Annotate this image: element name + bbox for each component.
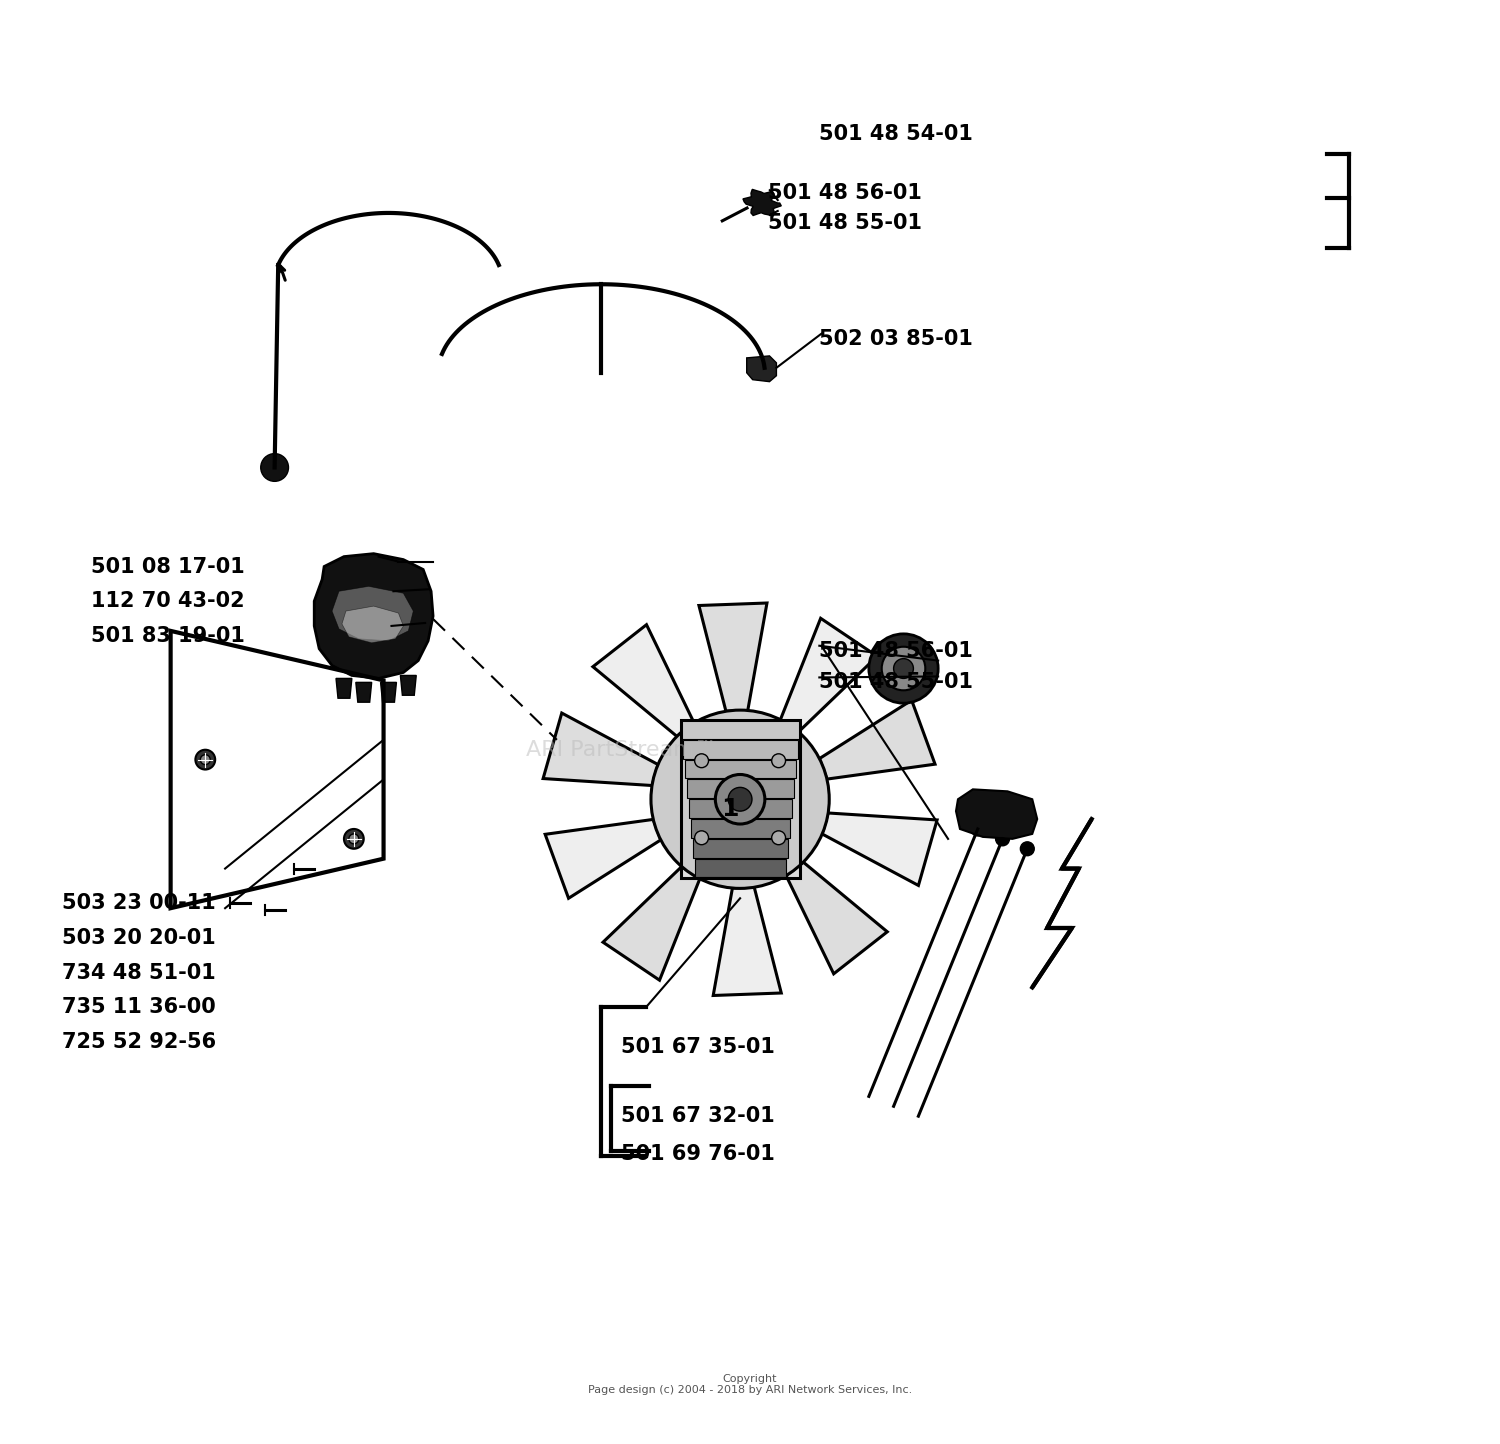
- Polygon shape: [400, 676, 416, 695]
- Polygon shape: [956, 790, 1036, 839]
- Circle shape: [868, 634, 938, 703]
- Text: 501 48 56-01: 501 48 56-01: [768, 183, 921, 204]
- Polygon shape: [681, 721, 800, 739]
- Polygon shape: [381, 683, 396, 702]
- Text: ARI PartStream™: ARI PartStream™: [526, 739, 717, 760]
- Polygon shape: [780, 618, 877, 732]
- Text: 1: 1: [722, 797, 740, 822]
- Circle shape: [261, 453, 288, 481]
- Circle shape: [651, 710, 830, 888]
- Circle shape: [694, 754, 708, 768]
- Circle shape: [344, 829, 364, 849]
- Circle shape: [1020, 842, 1034, 856]
- Polygon shape: [543, 713, 658, 786]
- Polygon shape: [747, 355, 777, 381]
- Polygon shape: [687, 780, 794, 799]
- Circle shape: [970, 822, 984, 836]
- Circle shape: [350, 835, 358, 843]
- Polygon shape: [336, 679, 352, 699]
- Circle shape: [882, 647, 926, 690]
- Polygon shape: [356, 683, 372, 702]
- Text: 501 48 56-01: 501 48 56-01: [819, 641, 974, 661]
- Polygon shape: [819, 700, 934, 780]
- Polygon shape: [544, 819, 662, 898]
- Circle shape: [201, 755, 210, 764]
- Circle shape: [195, 749, 214, 770]
- Polygon shape: [690, 819, 789, 838]
- Text: 501 67 32-01: 501 67 32-01: [621, 1106, 776, 1126]
- Circle shape: [728, 787, 752, 812]
- Text: 503 23 00-11: 503 23 00-11: [62, 894, 216, 914]
- Text: 501 67 35-01: 501 67 35-01: [621, 1037, 776, 1057]
- Polygon shape: [682, 739, 798, 758]
- Polygon shape: [603, 866, 700, 980]
- Circle shape: [694, 830, 708, 845]
- Text: 501 48 55-01: 501 48 55-01: [768, 212, 922, 232]
- Circle shape: [894, 658, 914, 679]
- Text: 501 48 54-01: 501 48 54-01: [819, 124, 974, 144]
- Polygon shape: [786, 862, 888, 973]
- Circle shape: [771, 830, 786, 845]
- Polygon shape: [314, 553, 434, 679]
- Text: 735 11 36-00: 735 11 36-00: [62, 998, 216, 1018]
- Polygon shape: [592, 625, 694, 736]
- Polygon shape: [688, 799, 792, 819]
- Polygon shape: [822, 813, 938, 885]
- Text: 112 70 43-02: 112 70 43-02: [92, 591, 244, 611]
- Polygon shape: [332, 586, 414, 641]
- Polygon shape: [693, 839, 788, 858]
- Polygon shape: [694, 859, 786, 878]
- Text: 502 03 85-01: 502 03 85-01: [819, 329, 974, 349]
- Text: 501 83 19-01: 501 83 19-01: [92, 625, 246, 645]
- Circle shape: [771, 754, 786, 768]
- Polygon shape: [742, 189, 782, 217]
- Text: 501 48 55-01: 501 48 55-01: [819, 673, 974, 693]
- Polygon shape: [712, 887, 782, 995]
- Circle shape: [996, 832, 1010, 846]
- Circle shape: [716, 774, 765, 825]
- Polygon shape: [342, 606, 404, 643]
- Text: Copyright
Page design (c) 2004 - 2018 by ARI Network Services, Inc.: Copyright Page design (c) 2004 - 2018 by…: [588, 1373, 912, 1395]
- Text: 501 69 76-01: 501 69 76-01: [621, 1144, 776, 1164]
- Text: 734 48 51-01: 734 48 51-01: [62, 963, 216, 983]
- Polygon shape: [699, 604, 766, 712]
- Text: 725 52 92-56: 725 52 92-56: [62, 1032, 216, 1053]
- Text: 501 08 17-01: 501 08 17-01: [92, 556, 244, 576]
- Text: 503 20 20-01: 503 20 20-01: [62, 928, 216, 949]
- Polygon shape: [684, 760, 795, 778]
